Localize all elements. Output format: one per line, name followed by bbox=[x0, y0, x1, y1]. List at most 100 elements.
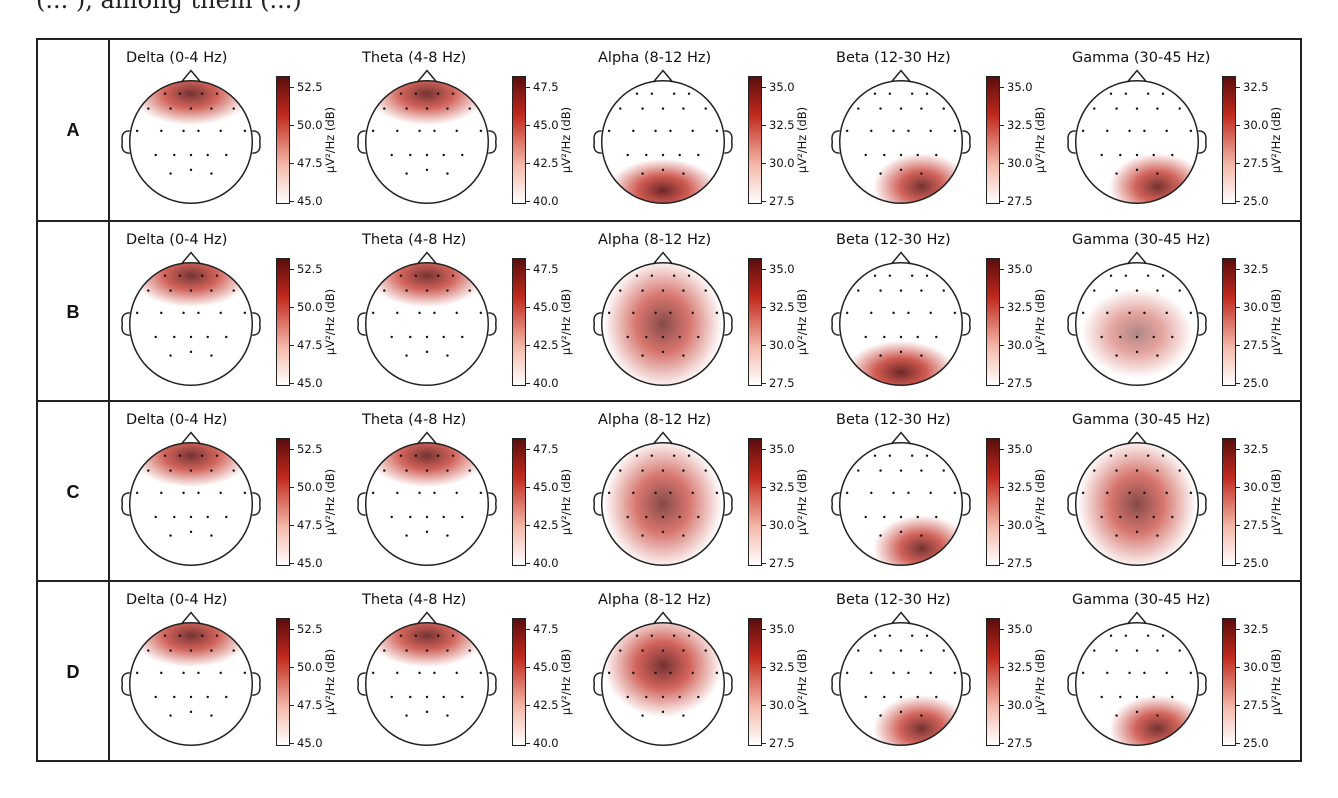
head-topomap bbox=[357, 431, 497, 567]
panel-title: Beta (12-30 Hz) bbox=[836, 50, 951, 66]
colorbar-label: µV²/Hz (dB) bbox=[1269, 106, 1283, 174]
colorbar-label: µV²/Hz (dB) bbox=[1033, 468, 1047, 536]
head-topomap bbox=[121, 611, 261, 747]
colorbar-tick: 30.0 bbox=[1000, 698, 1033, 712]
panel-title: Theta (4-8 Hz) bbox=[362, 412, 467, 428]
panel-title: Delta (0-4 Hz) bbox=[126, 412, 228, 428]
topomap-panel: Alpha (8-12 Hz) 35.0 32.5 30.0 27.5 µV²/Hz (d… bbox=[582, 222, 818, 402]
colorbar-label: µV²/Hz (dB) bbox=[795, 288, 809, 356]
colorbar-tick: 32.5 bbox=[762, 118, 795, 132]
panel-title: Gamma (30-45 Hz) bbox=[1072, 232, 1211, 248]
colorbar-label: µV²/Hz (dB) bbox=[795, 648, 809, 716]
colorbar-tick: 47.5 bbox=[526, 80, 559, 94]
row-divider bbox=[108, 402, 110, 582]
colorbar bbox=[986, 618, 1000, 746]
row-label: D bbox=[66, 661, 80, 682]
colorbar-label: µV²/Hz (dB) bbox=[559, 648, 573, 716]
colorbar-tick: 32.5 bbox=[762, 480, 795, 494]
colorbar-label: µV²/Hz (dB) bbox=[1033, 648, 1047, 716]
colorbar bbox=[748, 258, 762, 386]
colorbar-tick: 45.0 bbox=[290, 194, 323, 208]
colorbar-label: µV²/Hz (dB) bbox=[795, 106, 809, 174]
topomap-panel: Theta (4-8 Hz) 47.5 45.0 42.5 40.0 µV²/Hz (dB… bbox=[346, 582, 582, 762]
colorbar-tick: 35.0 bbox=[762, 442, 795, 456]
colorbar-tick: 32.5 bbox=[1236, 442, 1269, 456]
colorbar-tick: 32.5 bbox=[1236, 622, 1269, 636]
colorbar-tick: 30.0 bbox=[762, 338, 795, 352]
colorbar-tick: 50.0 bbox=[290, 118, 323, 132]
topomap-panel: Delta (0-4 Hz) 52.5 50.0 47.5 45.0 µV²/Hz (dB… bbox=[110, 222, 346, 402]
colorbar-tick: 32.5 bbox=[1236, 80, 1269, 94]
colorbar-tick: 35.0 bbox=[1000, 442, 1033, 456]
panel-title: Alpha (8-12 Hz) bbox=[598, 50, 712, 66]
topomap-panel: Delta (0-4 Hz) 52.5 50.0 47.5 45.0 µV²/Hz (dB… bbox=[110, 582, 346, 762]
topomap-panel: Gamma (30-45 Hz) 32.5 30.0 27.5 25.0 µV²/Hz (… bbox=[1056, 40, 1292, 220]
colorbar-tick: 27.5 bbox=[762, 556, 795, 570]
colorbar-tick: 52.5 bbox=[290, 622, 323, 636]
colorbar-label: µV²/Hz (dB) bbox=[559, 468, 573, 536]
head-topomap bbox=[121, 251, 261, 387]
panel-title: Alpha (8-12 Hz) bbox=[598, 412, 712, 428]
row-divider bbox=[108, 40, 110, 220]
colorbar-tick: 30.0 bbox=[1236, 300, 1269, 314]
colorbar-tick: 27.5 bbox=[762, 736, 795, 750]
panel-title: Beta (12-30 Hz) bbox=[836, 232, 951, 248]
panel-title: Theta (4-8 Hz) bbox=[362, 50, 467, 66]
topomap-panel: Delta (0-4 Hz) 52.5 50.0 47.5 45.0 µV²/Hz (dB… bbox=[110, 40, 346, 220]
colorbar bbox=[276, 618, 290, 746]
head-topomap bbox=[593, 611, 733, 747]
colorbar-tick: 27.5 bbox=[1236, 156, 1269, 170]
topomap-panel: Alpha (8-12 Hz) 35.0 32.5 30.0 27.5 µV²/Hz (d… bbox=[582, 582, 818, 762]
colorbar-tick: 52.5 bbox=[290, 262, 323, 276]
colorbar-tick: 35.0 bbox=[1000, 262, 1033, 276]
colorbar-tick: 40.0 bbox=[526, 376, 559, 390]
row-label: B bbox=[66, 301, 80, 322]
colorbar-tick: 42.5 bbox=[526, 698, 559, 712]
panel-title: Beta (12-30 Hz) bbox=[836, 412, 951, 428]
colorbar bbox=[748, 618, 762, 746]
colorbar-tick: 30.0 bbox=[762, 156, 795, 170]
colorbar bbox=[748, 76, 762, 204]
colorbar-tick: 30.0 bbox=[762, 518, 795, 532]
colorbar-tick: 42.5 bbox=[526, 156, 559, 170]
colorbar-tick: 27.5 bbox=[762, 194, 795, 208]
colorbar-tick: 27.5 bbox=[1000, 194, 1033, 208]
topomap-panel: Beta (12-30 Hz) 35.0 32.5 30.0 27.5 µV²/Hz (d… bbox=[820, 582, 1056, 762]
panel-title: Gamma (30-45 Hz) bbox=[1072, 592, 1211, 608]
colorbar-tick: 40.0 bbox=[526, 736, 559, 750]
colorbar-tick: 27.5 bbox=[1000, 736, 1033, 750]
colorbar bbox=[512, 618, 526, 746]
colorbar bbox=[276, 438, 290, 566]
head-topomap bbox=[831, 69, 971, 205]
colorbar-tick: 50.0 bbox=[290, 300, 323, 314]
colorbar bbox=[1222, 618, 1236, 746]
topomap-panel: Beta (12-30 Hz) 35.0 32.5 30.0 27.5 µV²/Hz (d… bbox=[820, 40, 1056, 220]
colorbar-tick: 52.5 bbox=[290, 442, 323, 456]
colorbar-label: µV²/Hz (dB) bbox=[559, 106, 573, 174]
colorbar-tick: 45.0 bbox=[526, 300, 559, 314]
colorbar-tick: 50.0 bbox=[290, 480, 323, 494]
head-topomap bbox=[831, 611, 971, 747]
colorbar-tick: 35.0 bbox=[762, 622, 795, 636]
colorbar-tick: 47.5 bbox=[290, 518, 323, 532]
colorbar-tick: 27.5 bbox=[1236, 338, 1269, 352]
colorbar-tick: 27.5 bbox=[1000, 376, 1033, 390]
colorbar-tick: 45.0 bbox=[526, 480, 559, 494]
head-topomap bbox=[593, 431, 733, 567]
head-topomap bbox=[1067, 431, 1207, 567]
colorbar-label: µV²/Hz (dB) bbox=[795, 468, 809, 536]
colorbar-tick: 30.0 bbox=[1000, 338, 1033, 352]
panel-title: Alpha (8-12 Hz) bbox=[598, 592, 712, 608]
row-divider bbox=[108, 222, 110, 402]
row-divider bbox=[108, 582, 110, 762]
colorbar-tick: 27.5 bbox=[1236, 518, 1269, 532]
topomap-figure: A Delta (0-4 Hz) 52.5 50.0 47.5 45.0 µV²/Hz (d… bbox=[36, 38, 1302, 762]
colorbar-tick: 30.0 bbox=[1236, 660, 1269, 674]
colorbar-tick: 30.0 bbox=[1000, 156, 1033, 170]
head-topomap bbox=[121, 431, 261, 567]
panel-title: Gamma (30-45 Hz) bbox=[1072, 50, 1211, 66]
head-topomap bbox=[121, 69, 261, 205]
colorbar-tick: 30.0 bbox=[762, 698, 795, 712]
colorbar-tick: 42.5 bbox=[526, 518, 559, 532]
colorbar-label: µV²/Hz (dB) bbox=[1269, 648, 1283, 716]
